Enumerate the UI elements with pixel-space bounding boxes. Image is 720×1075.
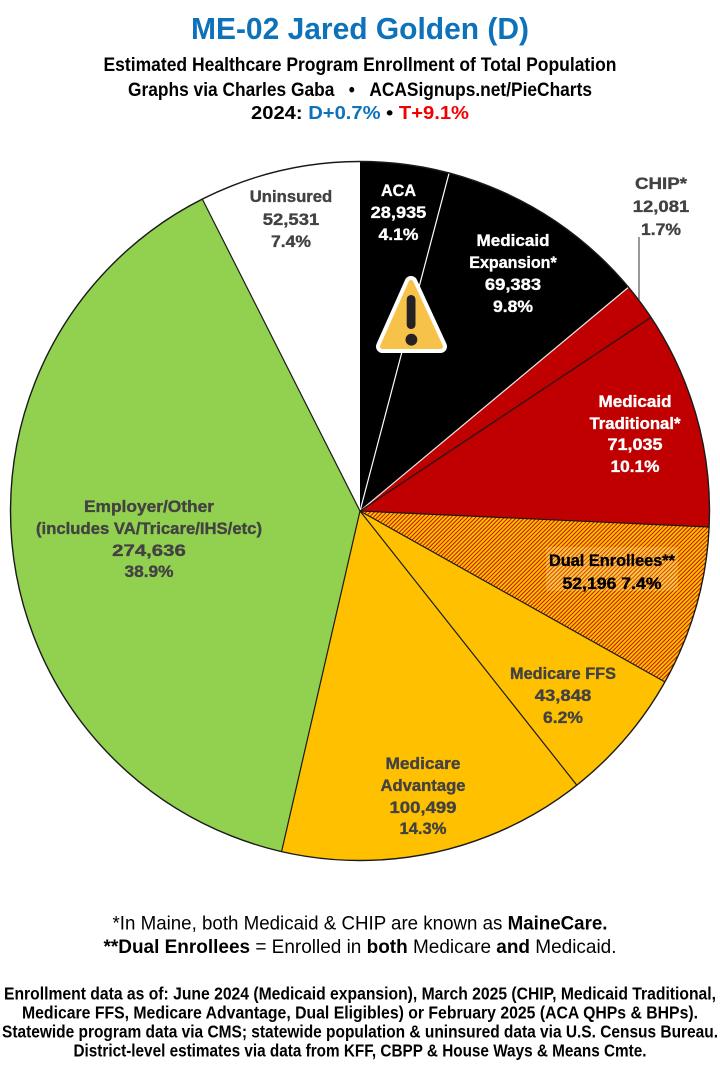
svg-text:7.4%: 7.4% xyxy=(271,233,311,251)
svg-text:Medicaid: Medicaid xyxy=(477,232,550,250)
svg-text:Employer/Other: Employer/Other xyxy=(84,498,215,516)
svg-text:12,081: 12,081 xyxy=(633,198,690,216)
svg-text:Expansion*: Expansion* xyxy=(469,254,557,272)
svg-text:38.9%: 38.9% xyxy=(125,563,174,581)
svg-text:Dual Enrollees**: Dual Enrollees** xyxy=(549,552,676,570)
svg-text:ACA: ACA xyxy=(381,182,416,200)
svg-text:(includes VA/Tricare/IHS/etc): (includes VA/Tricare/IHS/etc) xyxy=(36,520,262,538)
svg-text:Graphs via Charles Gaba •: Graphs via Charles Gaba • ACASignups.net… xyxy=(128,79,592,101)
svg-text:Medicare FFS: Medicare FFS xyxy=(510,665,616,683)
svg-text:52,196 7.4%: 52,196 7.4% xyxy=(563,575,662,593)
svg-text:Advantage: Advantage xyxy=(381,777,466,795)
svg-text:*In Maine, both Medicaid & CHI: *In Maine, both Medicaid & CHIP are know… xyxy=(113,913,608,935)
svg-text:1.7%: 1.7% xyxy=(641,221,681,239)
svg-text:10.1%: 10.1% xyxy=(611,458,660,476)
svg-text:Estimated Healthcare Program E: Estimated Healthcare Program Enrollment … xyxy=(104,54,617,76)
svg-text:100,499: 100,499 xyxy=(390,799,457,817)
svg-text:2024: D+0.7% • T+9.1%: 2024: D+0.7% • T+9.1% xyxy=(251,103,469,123)
svg-text:Medicare: Medicare xyxy=(386,755,461,773)
svg-text:Enrollment data as of: June 20: Enrollment data as of: June 2024 (Medica… xyxy=(4,984,716,1004)
svg-text:43,848: 43,848 xyxy=(535,687,592,705)
svg-text:District-level estimates via d: District-level estimates via data from K… xyxy=(74,1041,647,1061)
svg-text:**Dual Enrollees = Enrolled in: **Dual Enrollees = Enrolled in both Medi… xyxy=(104,936,617,958)
svg-text:Statewide program data via CMS: Statewide program data via CMS; statewid… xyxy=(2,1022,718,1042)
svg-text:9.8%: 9.8% xyxy=(493,298,533,316)
svg-text:52,531: 52,531 xyxy=(263,211,320,229)
svg-text:4.1%: 4.1% xyxy=(379,226,419,244)
svg-text:ME-02 Jared Golden (D): ME-02 Jared Golden (D) xyxy=(191,11,529,46)
svg-text:Medicare FFS, Medicare Advanta: Medicare FFS, Medicare Advantage, Dual E… xyxy=(22,1003,698,1023)
svg-text:6.2%: 6.2% xyxy=(543,709,583,727)
svg-text:69,383: 69,383 xyxy=(485,276,541,294)
svg-text:28,935: 28,935 xyxy=(371,204,427,222)
svg-text:Medicaid: Medicaid xyxy=(599,393,672,411)
svg-text:Uninsured: Uninsured xyxy=(250,188,333,206)
svg-text:14.3%: 14.3% xyxy=(400,820,447,838)
svg-text:71,035: 71,035 xyxy=(608,436,663,454)
svg-text:CHIP*: CHIP* xyxy=(635,175,688,193)
svg-text:274,636: 274,636 xyxy=(112,542,186,560)
svg-text:Traditional*: Traditional* xyxy=(590,415,682,433)
